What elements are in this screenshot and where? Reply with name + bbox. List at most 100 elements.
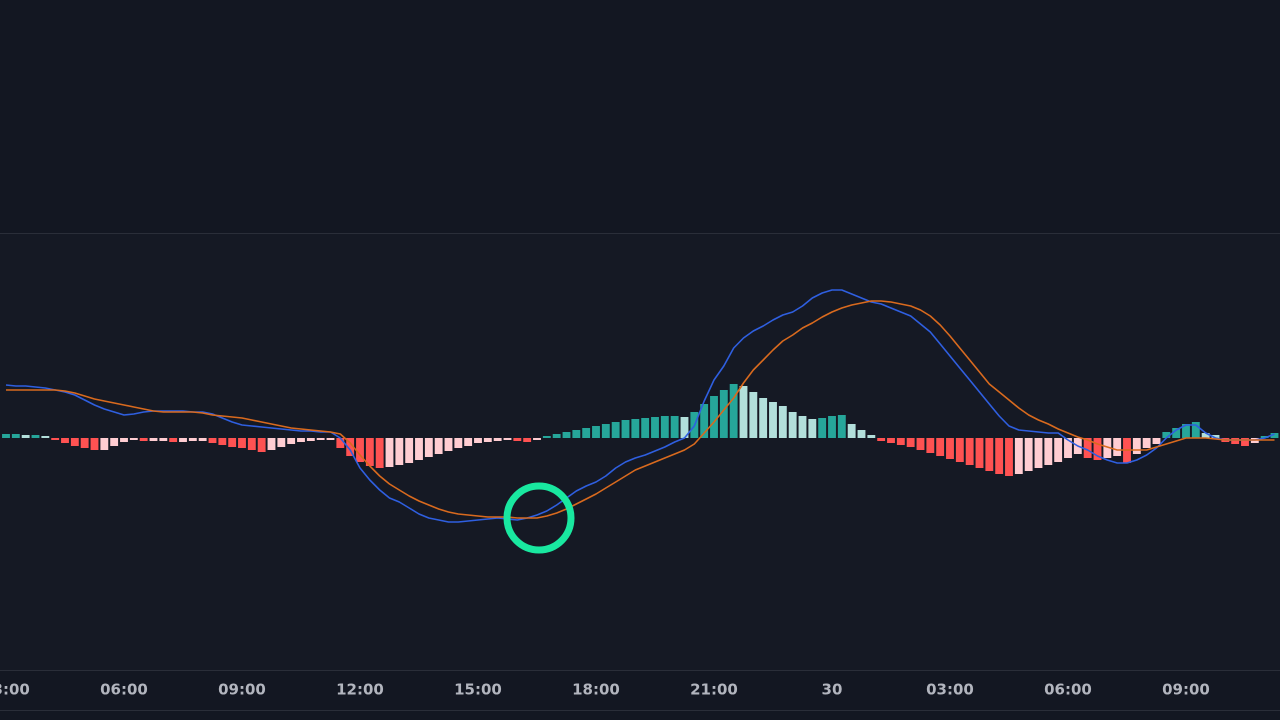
histogram-bar (1044, 438, 1053, 465)
histogram-bar (552, 434, 561, 438)
histogram-bar (936, 438, 945, 456)
highlight-circle (503, 482, 575, 554)
histogram-bar (660, 416, 669, 438)
histogram-bar (356, 438, 364, 462)
histogram-bar (729, 384, 738, 438)
histogram-bar (808, 419, 817, 438)
histogram-bar (1182, 424, 1190, 438)
plot (2, 289, 1279, 523)
histogram-bar (188, 438, 197, 441)
histogram-bar (1241, 438, 1249, 446)
histogram-bar (21, 435, 30, 438)
histogram-bar (159, 438, 168, 441)
histogram-bar (621, 420, 630, 438)
histogram-bar (70, 438, 79, 446)
histogram-bar (464, 438, 473, 446)
histogram-bar (1103, 438, 1112, 458)
histogram-bar (415, 438, 423, 460)
histogram-bar (247, 438, 256, 450)
x-tick-label: 21:00 (690, 681, 738, 699)
histogram-bar (523, 438, 532, 442)
histogram-bar (110, 438, 119, 446)
x-tick-label: 06:00 (1044, 681, 1092, 699)
histogram-bar (238, 438, 246, 448)
histogram-bar (61, 438, 69, 443)
histogram-bar (818, 418, 827, 438)
histogram-bar (198, 438, 207, 441)
histogram-bar (316, 438, 325, 440)
histogram-bar (483, 438, 492, 442)
histogram-bar (877, 438, 886, 441)
histogram-bar (208, 438, 217, 443)
x-tick-label: 03:00 (926, 681, 974, 699)
histogram-bar (926, 438, 935, 453)
histogram-bar (346, 438, 355, 456)
histogram-bar (41, 436, 50, 438)
x-tick-label: 30 (822, 681, 843, 699)
histogram-bar (90, 438, 99, 450)
histogram-bar (1132, 438, 1141, 454)
histogram-bar (375, 438, 384, 468)
histogram-bar (513, 438, 522, 441)
histogram-bar (670, 416, 679, 438)
histogram-bar (887, 438, 895, 443)
histogram-bar (297, 438, 305, 442)
histogram-bar (1172, 428, 1181, 438)
histogram-bar (326, 438, 335, 440)
histogram-bar (749, 392, 758, 438)
histogram-bar (257, 438, 266, 452)
histogram-bar (631, 419, 640, 438)
histogram-bar (277, 438, 286, 447)
histogram-bar (1152, 438, 1161, 444)
histogram-bar (120, 438, 128, 442)
histogram-bar (1113, 438, 1122, 456)
histogram-bar (1270, 433, 1279, 438)
histogram-bar (739, 386, 748, 438)
histogram-bar (1064, 438, 1072, 458)
histogram-bar (1260, 436, 1269, 438)
price-pane (0, 0, 1280, 233)
histogram-bar (700, 404, 709, 438)
histogram-bar (788, 412, 797, 438)
x-tick-label: 09:00 (218, 681, 266, 699)
histogram-bar (474, 438, 482, 443)
histogram-bar (1005, 438, 1013, 476)
x-tick-label: 12:00 (336, 681, 384, 699)
histogram-bar (995, 438, 1004, 474)
histogram-bar (100, 438, 109, 450)
histogram-bar (139, 438, 148, 441)
histogram-bar (946, 438, 954, 459)
histogram-bar (1093, 438, 1102, 460)
histogram-bar (778, 406, 787, 438)
x-tick-label: 06:00 (100, 681, 148, 699)
histogram-bar (562, 432, 571, 438)
histogram-bar (444, 438, 453, 451)
indicator-line (6, 300, 1275, 519)
histogram-bar (542, 436, 551, 438)
histogram-bar (1083, 438, 1092, 458)
histogram-bar (1054, 438, 1063, 462)
histogram-bar (1034, 438, 1043, 468)
x-tick-label: 15:00 (454, 681, 502, 699)
histogram-bar (306, 438, 315, 441)
histogram-bar (719, 390, 728, 438)
histogram-bar (80, 438, 89, 448)
histogram-bar (336, 438, 345, 448)
histogram-bar (493, 438, 502, 441)
histogram-bar (1211, 435, 1220, 438)
histogram-bar (51, 438, 60, 440)
histogram-bar (2, 434, 10, 438)
histogram-bar (798, 416, 807, 438)
histogram-bar (916, 438, 925, 450)
histogram-bar (651, 417, 659, 438)
histogram-bar (1014, 438, 1023, 474)
histogram-bar (267, 438, 276, 450)
histogram-bar (896, 438, 905, 445)
histogram-bar (857, 430, 866, 438)
histogram-bar (385, 438, 394, 467)
histogram-bar (454, 438, 463, 448)
histogram-bar (601, 424, 610, 438)
histogram-bar (867, 435, 876, 438)
